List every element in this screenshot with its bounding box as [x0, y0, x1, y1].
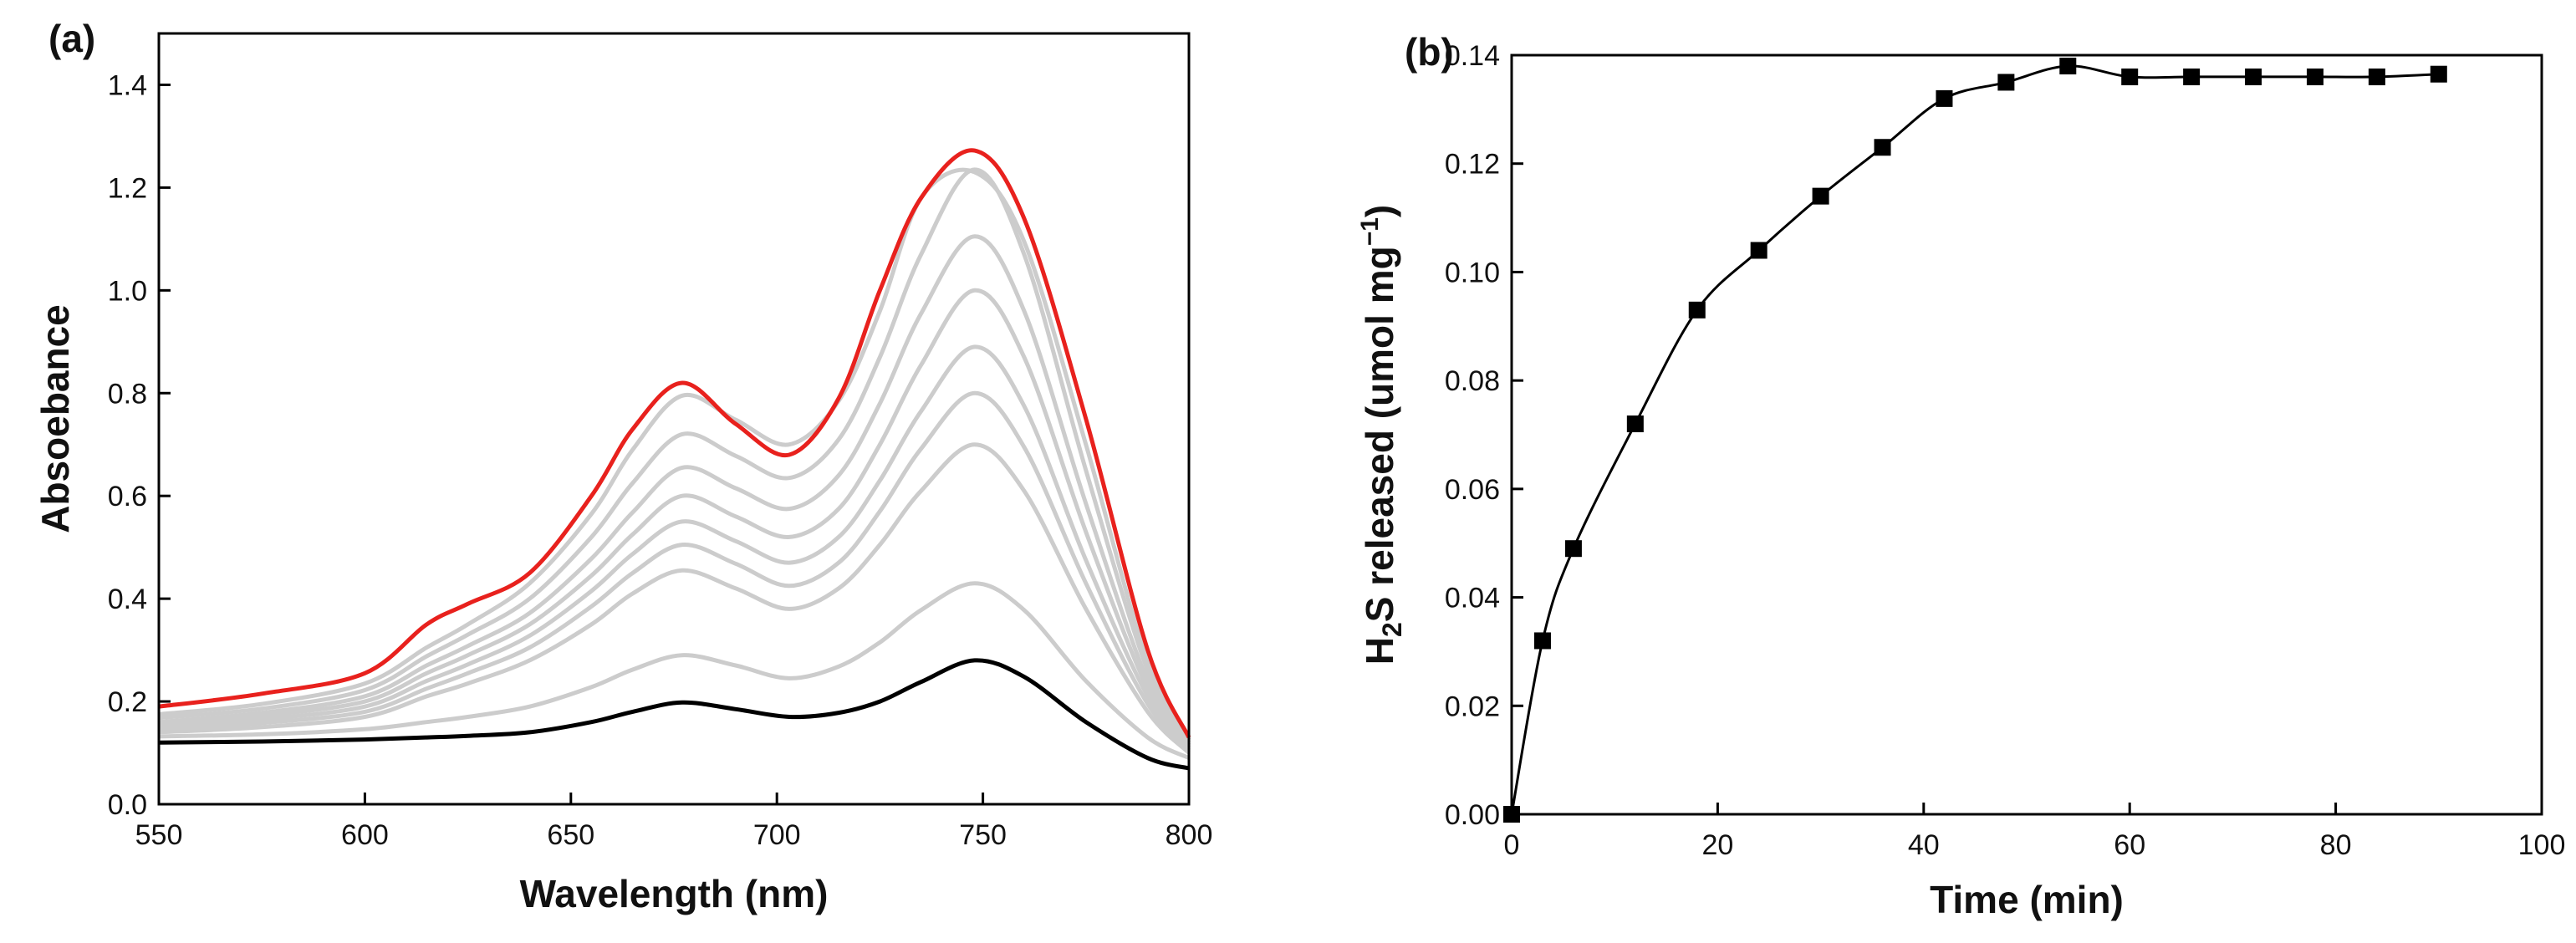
y-tick-label: 1.0 — [108, 275, 147, 307]
series-line-final — [158, 148, 1191, 739]
chart-b-ylabel-mid: S released (umol mg — [1358, 246, 1401, 622]
data-point-marker — [1533, 632, 1551, 650]
y-tick-label: 0.6 — [108, 481, 147, 512]
y-tick-label: 0.08 — [1445, 365, 1500, 397]
data-point-marker — [2183, 68, 2201, 85]
data-point-marker — [1688, 301, 1706, 319]
chart-b-ylabel-sup: −1 — [1356, 217, 1384, 246]
y-tick-label: 0.4 — [108, 584, 147, 615]
x-tick-label: 700 — [753, 819, 801, 851]
data-point-marker — [2121, 68, 2139, 85]
y-tick-label: 0.0 — [108, 789, 147, 821]
chart-b-ylabel-suffix: ) — [1358, 205, 1401, 217]
y-tick-label: 0.00 — [1445, 799, 1500, 831]
series-line-step-5 — [158, 288, 1191, 747]
series-line-step-2 — [158, 442, 1191, 755]
y-tick-label: 0.02 — [1445, 691, 1500, 722]
chart-b-xlabel: Time (min) — [1930, 878, 2124, 921]
x-tick-label: 80 — [2320, 829, 2352, 861]
panel-a-label: (a) — [48, 17, 95, 60]
chart-b-ylabel-h: H — [1358, 637, 1401, 665]
y-tick-label: 0.10 — [1445, 257, 1500, 288]
x-tick-label: 550 — [135, 819, 183, 851]
chart-b-ylabel: H2S released (umol mg−1) — [1356, 205, 1407, 665]
data-point-marker — [2430, 65, 2447, 83]
data-point-marker — [1626, 415, 1644, 433]
series-line-step-3 — [158, 390, 1191, 752]
data-point-marker — [2368, 68, 2385, 85]
x-tick-label: 100 — [2518, 829, 2566, 861]
series-line-step-6 — [158, 234, 1191, 744]
panel-b-label: (b) — [1405, 30, 1454, 74]
chart-a-xlabel: Wavelength (nm) — [520, 872, 829, 915]
series-line-step-1 — [158, 581, 1191, 760]
x-tick-label: 20 — [1701, 829, 1733, 861]
x-tick-label: 40 — [1908, 829, 1940, 861]
x-tick-label: 800 — [1166, 819, 1213, 851]
y-tick-label: 0.8 — [108, 378, 147, 410]
x-tick-label: 600 — [341, 819, 389, 851]
data-point-marker — [2306, 68, 2324, 85]
chart-a-frame — [157, 32, 1191, 806]
chart-b-ticks: 0 20 40 60 80 100 0.00 0.02 0.04 0.06 0.08 0.10 0.12… — [1445, 40, 2566, 861]
chart-b-frame — [1510, 54, 2543, 816]
chart-a-lines — [158, 148, 1191, 771]
x-tick-label: 650 — [547, 819, 594, 851]
data-point-marker — [1564, 540, 1582, 558]
data-point-marker — [2245, 68, 2262, 85]
chart-a: (a) 550 600 650 700 750 800 0.0 0.2 0.4 0.6 0.8 1.0… — [33, 17, 1212, 915]
chart-b: (b) 0 20 40 60 80 100 0.00 0.02 0.04 0.06 0.08 0.10… — [1356, 30, 2565, 921]
y-tick-label: 0.12 — [1445, 149, 1500, 181]
data-point-marker — [1936, 89, 1953, 107]
y-tick-label: 0.2 — [108, 686, 147, 718]
series-line-step-4 — [158, 344, 1191, 750]
series-line-initial — [158, 658, 1190, 771]
y-tick-label: 0.04 — [1445, 583, 1500, 614]
data-point-marker — [1812, 187, 1829, 205]
y-tick-label: 1.2 — [108, 172, 147, 204]
data-point-marker — [2059, 57, 2077, 74]
chart-b-ylabel-sub: 2 — [1377, 622, 1407, 637]
series-line-step-7 — [158, 167, 1191, 742]
y-tick-label: 1.4 — [108, 69, 147, 101]
y-tick-label: 0.06 — [1445, 474, 1500, 506]
data-point-marker — [1997, 74, 2015, 91]
x-tick-label: 0 — [1504, 829, 1520, 861]
chart-b-lines — [1503, 57, 2447, 823]
chart-a-ylabel: Absoebance — [33, 304, 77, 533]
series-line-step-8 — [158, 167, 1191, 739]
data-point-marker — [1750, 242, 1767, 259]
x-tick-label: 750 — [959, 819, 1007, 851]
series-line-h2s — [1510, 64, 2439, 815]
data-point-marker — [1874, 139, 1891, 156]
chart-a-ticks: 550 600 650 700 750 800 0.0 0.2 0.4 0.6 0.8 1.0 1.2 1… — [108, 69, 1213, 851]
x-tick-label: 60 — [2114, 829, 2145, 861]
y-tick-label: 0.14 — [1445, 40, 1500, 72]
